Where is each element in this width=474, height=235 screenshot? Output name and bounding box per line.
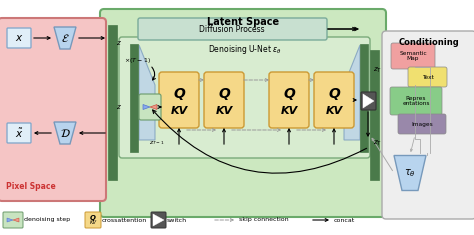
FancyBboxPatch shape: [100, 9, 386, 217]
FancyBboxPatch shape: [7, 28, 31, 48]
Polygon shape: [54, 27, 76, 49]
Text: KV: KV: [281, 106, 298, 116]
Text: concat: concat: [334, 218, 355, 223]
Polygon shape: [363, 94, 374, 108]
Bar: [370, 50, 379, 180]
Text: Semantic
Map: Semantic Map: [399, 51, 427, 61]
FancyBboxPatch shape: [139, 94, 161, 120]
Text: Repres
entations: Repres entations: [402, 96, 430, 106]
FancyBboxPatch shape: [314, 72, 354, 128]
Polygon shape: [54, 122, 76, 144]
FancyBboxPatch shape: [119, 37, 370, 158]
Text: $\times(T-1)$: $\times(T-1)$: [124, 55, 150, 64]
FancyBboxPatch shape: [382, 31, 474, 219]
Polygon shape: [143, 105, 150, 110]
Text: Pixel Space: Pixel Space: [6, 182, 56, 191]
FancyBboxPatch shape: [85, 212, 101, 228]
Text: $z_T$: $z_T$: [373, 138, 382, 148]
Text: Q: Q: [90, 215, 96, 221]
Text: Conditioning: Conditioning: [399, 38, 459, 47]
Polygon shape: [394, 156, 426, 191]
FancyBboxPatch shape: [138, 18, 327, 40]
Text: KV: KV: [170, 106, 188, 116]
Polygon shape: [7, 218, 13, 222]
Text: Q: Q: [328, 87, 340, 101]
Text: denoising step: denoising step: [24, 218, 70, 223]
FancyBboxPatch shape: [408, 67, 447, 87]
Text: $\tilde{x}$: $\tilde{x}$: [15, 126, 23, 140]
FancyBboxPatch shape: [391, 43, 435, 69]
FancyBboxPatch shape: [151, 212, 166, 228]
Polygon shape: [13, 218, 19, 222]
Text: crossattention: crossattention: [102, 218, 147, 223]
Text: Images: Images: [411, 121, 433, 126]
Polygon shape: [139, 45, 155, 140]
FancyBboxPatch shape: [390, 87, 442, 115]
Text: Latent Space: Latent Space: [207, 17, 279, 27]
Text: Diffusion Process: Diffusion Process: [199, 24, 265, 34]
Text: $\tau_\theta$: $\tau_\theta$: [404, 167, 416, 179]
Bar: [108, 25, 117, 180]
FancyBboxPatch shape: [3, 212, 23, 228]
FancyBboxPatch shape: [398, 114, 446, 134]
FancyBboxPatch shape: [7, 123, 31, 143]
Text: KV: KV: [90, 220, 97, 226]
Text: $z_T$: $z_T$: [373, 65, 382, 74]
Polygon shape: [344, 45, 360, 140]
Text: skip connection: skip connection: [239, 218, 289, 223]
FancyBboxPatch shape: [159, 72, 199, 128]
Polygon shape: [153, 214, 164, 226]
Text: $x$: $x$: [15, 33, 23, 43]
Polygon shape: [150, 105, 157, 110]
Text: KV: KV: [215, 106, 233, 116]
Text: Text: Text: [421, 74, 433, 79]
FancyBboxPatch shape: [269, 72, 309, 128]
Text: KV: KV: [325, 106, 343, 116]
Text: z: z: [116, 40, 120, 46]
Text: Q: Q: [218, 87, 230, 101]
Text: Q: Q: [283, 87, 295, 101]
Text: Denoising U-Net $\epsilon_\theta$: Denoising U-Net $\epsilon_\theta$: [208, 43, 282, 56]
Text: Q: Q: [173, 87, 185, 101]
FancyBboxPatch shape: [361, 92, 376, 110]
FancyBboxPatch shape: [204, 72, 244, 128]
Text: $z_{T-1}$: $z_{T-1}$: [149, 139, 165, 147]
FancyBboxPatch shape: [0, 18, 106, 201]
Bar: [130, 44, 138, 152]
Text: $\mathcal{D}$: $\mathcal{D}$: [60, 127, 70, 139]
Text: switch: switch: [167, 218, 187, 223]
Text: z: z: [116, 104, 120, 110]
Text: $\mathcal{E}$: $\mathcal{E}$: [61, 32, 69, 44]
Bar: [360, 44, 368, 152]
